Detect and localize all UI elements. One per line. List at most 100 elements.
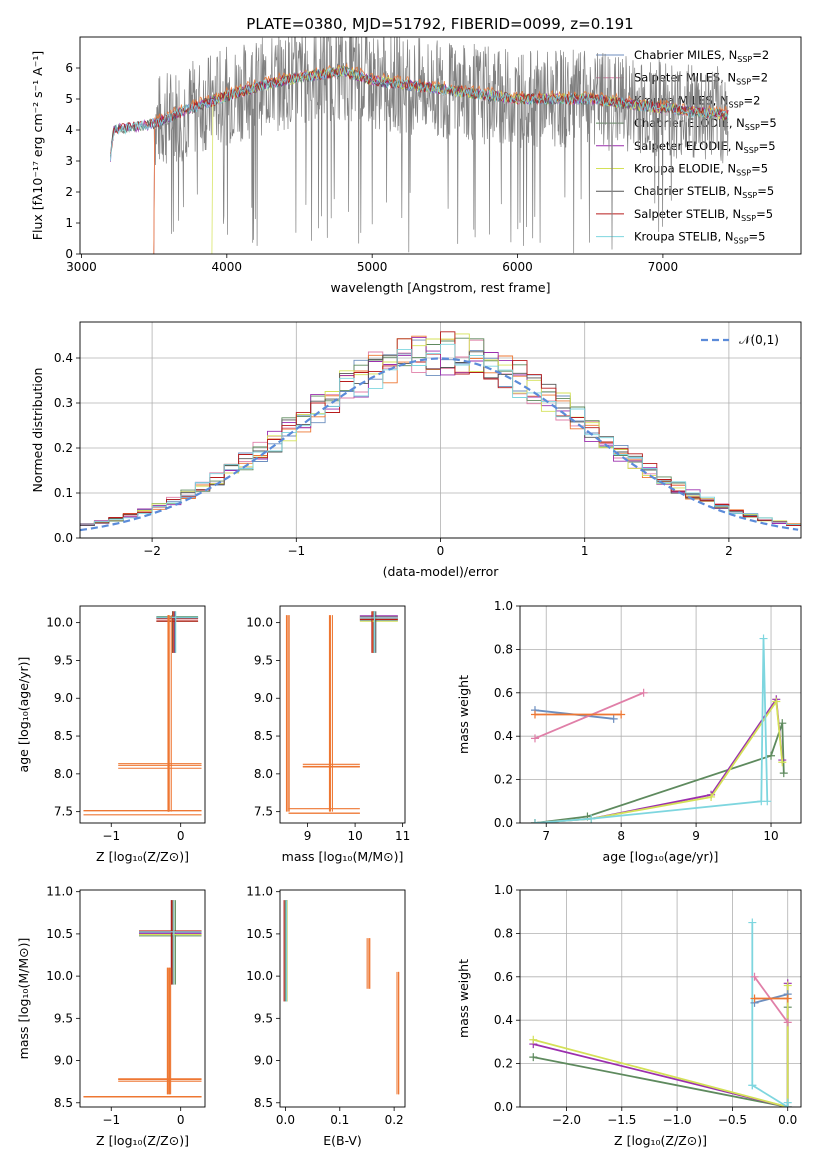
normal-curve (80, 357, 799, 532)
weight-point (617, 710, 626, 719)
weight-line (534, 696, 784, 823)
y-tick-label: 9.5 (254, 1011, 273, 1025)
y-tick-label: 0.0 (494, 816, 513, 830)
residual-histogram-7 (80, 331, 801, 526)
weight-point (748, 918, 757, 927)
y-tick-label: 2 (65, 185, 73, 199)
x-tick-label: 2 (725, 544, 733, 558)
weight-point (750, 972, 759, 981)
y-tick-label: 4 (65, 123, 73, 137)
weight-point (783, 1098, 792, 1107)
y-tick-label: 0.4 (494, 1013, 513, 1027)
x-tick-label: 9 (304, 829, 312, 843)
panel-spectrum: 3000 4000 5000 6000 7000 0 1 2 3 4 5 6 wavelength [A… (30, 36, 802, 295)
x-axis-label: wavelength [Angstrom, rest frame] (330, 280, 550, 295)
plot-area (285, 611, 398, 814)
x-tick-label: −0.5 (718, 1113, 747, 1127)
x-tick-label: 5000 (357, 260, 388, 274)
y-tick-label: 0.2 (494, 1057, 513, 1071)
weight-point (530, 819, 539, 823)
model-spectrum-8 (110, 66, 729, 162)
plot-area (283, 900, 400, 1095)
weight-point (778, 758, 787, 767)
axes-frame (79, 321, 802, 539)
panel-mass-age: 9 10 11 7.5 8.0 8.5 9.0 9.5 10.0 mass [log₁₀(M/M⊙… (246, 605, 410, 864)
x-tick-label: −2 (143, 544, 161, 558)
x-tick-label: 7 (542, 829, 550, 843)
x-tick-label: 6000 (502, 260, 533, 274)
plot-area (530, 634, 788, 823)
y-tick-label: 3 (65, 154, 73, 168)
panel-age-weight: 7 8 9 10 0.0 0.2 0.4 0.6 0.8 1.0 age [log₁₀(age/yr… (456, 599, 802, 864)
y-axis-label: mass weight (456, 675, 471, 754)
weight-point (587, 814, 596, 823)
y-tick-label: 5 (65, 92, 73, 106)
x-axis-label: Z [log₁₀(Z/Z⊙)] (96, 1133, 189, 1148)
plot-area (83, 900, 202, 1098)
x-axis-label: age [log₁₀(age/yr)] (603, 849, 719, 864)
y-tick-label: 11.0 (46, 885, 73, 899)
weight-point (778, 719, 787, 728)
x-tick-label: −1 (102, 1113, 120, 1127)
y-tick-label: 1.0 (494, 883, 513, 897)
x-tick-label: 0.2 (385, 1113, 404, 1127)
y-tick-label: 8.0 (254, 767, 273, 781)
y-tick-label: 8.0 (54, 767, 73, 781)
weight-line (753, 976, 789, 1023)
y-tick-label: 0.0 (494, 1100, 513, 1114)
y-tick-label: 6 (65, 61, 73, 75)
weight-point (772, 697, 781, 706)
axes-frame (79, 605, 206, 824)
y-tick-label: 8.5 (54, 1096, 73, 1110)
x-tick-label: 0 (177, 829, 185, 843)
weight-line (533, 983, 789, 1107)
weight-line (534, 691, 644, 740)
y-tick-label: 8.5 (54, 729, 73, 743)
y-tick-label: 9.0 (54, 691, 73, 705)
panel-Z-mass: −1 0 8.5 9.0 9.5 10.0 10.5 11.0 Z [log₁₀(Z/Z⊙)] m… (16, 885, 206, 1148)
x-tick-label: −1 (287, 544, 305, 558)
weight-point (783, 1018, 792, 1027)
legend-label: Kroupa STELIB, NSSP=5 (634, 230, 765, 246)
legend-label: Salpeter STELIB, NSSP=5 (634, 207, 773, 223)
y-axis-label: age [log₁₀(age/yr)] (16, 657, 31, 773)
y-tick-label: 9.0 (54, 1054, 73, 1068)
y-tick-label: 0.8 (494, 926, 513, 940)
x-tick-label: 4000 (212, 260, 243, 274)
y-tick-label: 0.3 (54, 396, 73, 410)
panel-Z-weight: −2.0 −1.5 −1.0 −0.5 0.0 0.0 0.2 0.4 0.6 0.8 1.0 Z [… (456, 883, 802, 1148)
x-tick-label: 8 (617, 829, 625, 843)
x-tick-label: −1.0 (663, 1113, 692, 1127)
y-tick-label: 9.5 (254, 653, 273, 667)
x-axis-label: E(B-V) (323, 1133, 362, 1148)
y-tick-label: 1 (65, 216, 73, 230)
legend-label: Kroupa ELODIE, NSSP=5 (634, 162, 768, 178)
x-tick-label: 0.0 (778, 1113, 797, 1127)
axes-frame (79, 889, 206, 1108)
y-tick-label: 0.0 (54, 531, 73, 545)
y-tick-label: 0.1 (54, 486, 73, 500)
x-tick-label: 9 (692, 829, 700, 843)
weight-point (779, 769, 788, 778)
y-tick-label: 0.4 (54, 351, 73, 365)
axes-frame (519, 889, 802, 1108)
y-tick-label: 10.0 (46, 969, 73, 983)
y-tick-label: 10.0 (246, 969, 273, 983)
y-tick-label: 10.5 (246, 927, 273, 941)
weight-point (530, 734, 539, 743)
x-tick-label: 0.0 (276, 1113, 295, 1127)
x-tick-label: 11 (395, 829, 410, 843)
y-tick-label: 11.0 (246, 885, 273, 899)
y-tick-label: 9.5 (54, 1011, 73, 1025)
axes-frame (519, 605, 802, 824)
y-tick-label: 0.4 (494, 729, 513, 743)
x-axis-label: Z [log₁₀(Z/Z⊙)] (614, 1133, 707, 1148)
weight-point (750, 994, 759, 1003)
y-tick-label: 1.0 (494, 599, 513, 613)
plot-area (110, 37, 729, 254)
plot-area (80, 331, 801, 532)
y-tick-label: 8.5 (254, 729, 273, 743)
y-tick-label: 10.0 (246, 616, 273, 630)
y-tick-label: 9.0 (254, 1054, 273, 1068)
weight-line (534, 722, 785, 823)
